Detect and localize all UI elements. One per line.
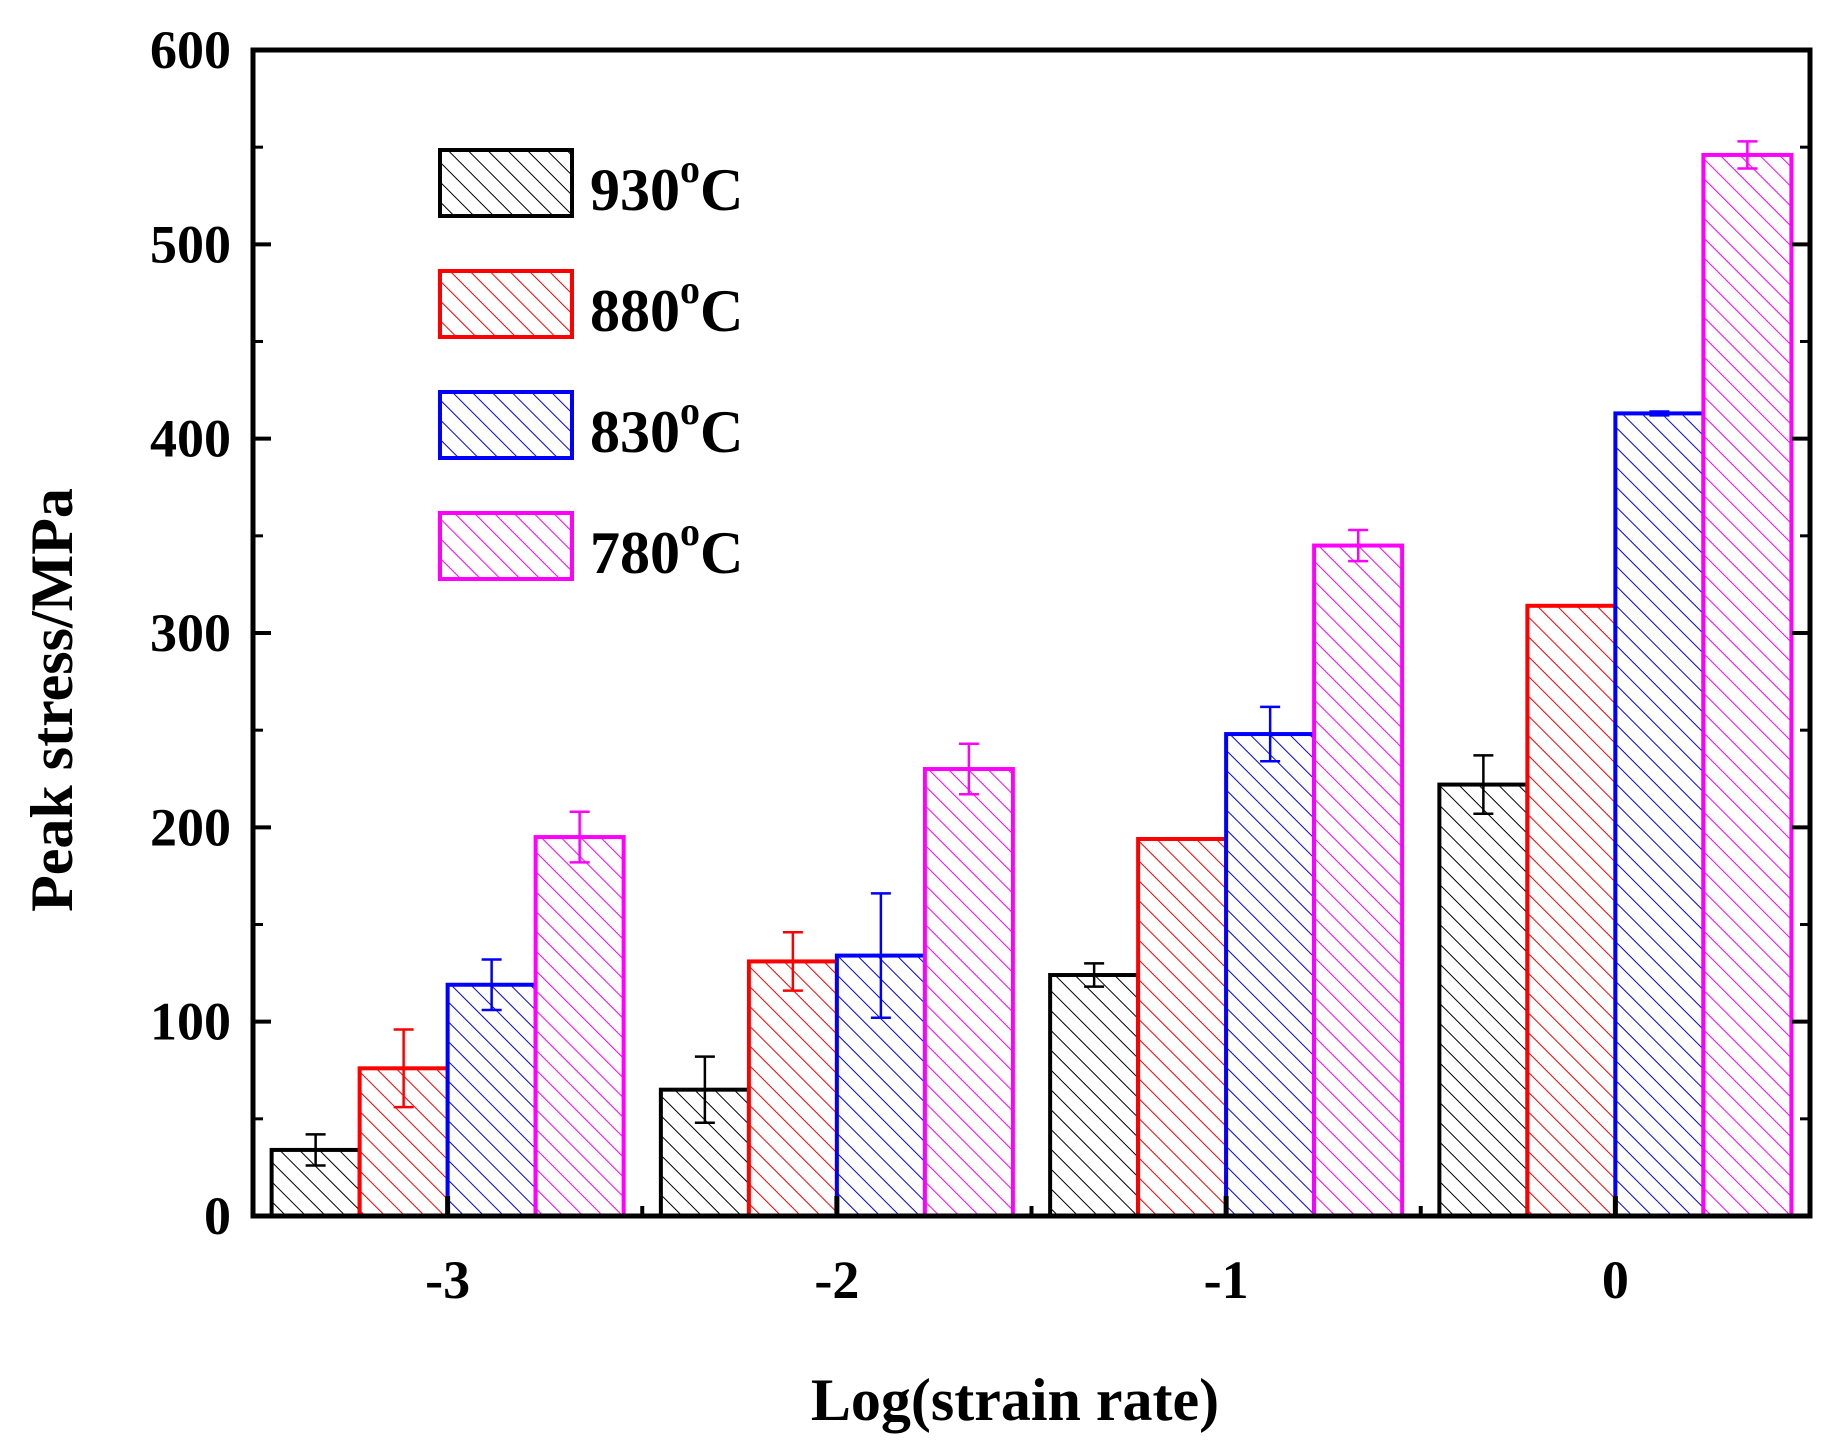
error-bar-780--3 — [569, 810, 590, 864]
bar-880--2 — [746, 959, 839, 1218]
legend-label: 780oC — [590, 509, 743, 586]
bar-830--3 — [445, 982, 538, 1219]
error-bar-930--3 — [305, 1133, 326, 1167]
legend-label: 930oC — [590, 146, 743, 223]
bar-780-0 — [1701, 152, 1794, 1219]
y-tick-label: 200 — [150, 797, 231, 857]
bar-830-0 — [1613, 411, 1706, 1218]
x-axis: -3 -2 -1 0 — [425, 1196, 1629, 1310]
legend-item-930: 930oC — [438, 146, 743, 223]
legend-swatch — [438, 390, 574, 460]
legend-label: 880oC — [590, 267, 743, 344]
legend-item-780: 780oC — [438, 509, 743, 586]
bar-880-0 — [1525, 603, 1618, 1218]
bar-780--3 — [533, 835, 626, 1218]
legend-item-830: 830oC — [438, 388, 743, 465]
bar-830--1 — [1224, 732, 1317, 1218]
x-tick-label: -2 — [814, 1250, 859, 1310]
y-tick-label: 300 — [150, 603, 231, 663]
legend-swatch — [438, 148, 574, 218]
x-tick-label: -1 — [1204, 1250, 1249, 1310]
error-bar-830--3 — [481, 958, 502, 1012]
legend: 930oC 880oC 830oC 780oC — [438, 146, 743, 586]
legend-item-880: 880oC — [438, 267, 743, 344]
error-bar-780-0 — [1737, 140, 1758, 170]
y-axis-title: Peak stress/MPa — [19, 488, 85, 912]
x-axis-title: Log(strain rate) — [811, 1367, 1219, 1433]
y-tick-label: 100 — [150, 992, 231, 1052]
y-tick-label: 400 — [150, 409, 231, 469]
y-tick-label: 500 — [150, 214, 231, 274]
x-tick-label: 0 — [1602, 1250, 1629, 1310]
legend-swatch — [438, 269, 574, 339]
error-bar-930--1 — [1084, 962, 1105, 988]
x-tick-label: -3 — [425, 1250, 470, 1310]
error-bar-780--2 — [958, 742, 979, 796]
error-bars-layer — [305, 140, 1758, 1167]
legend-label: 830oC — [590, 388, 743, 465]
bar-930-0 — [1437, 782, 1530, 1219]
error-bar-830--2 — [870, 892, 891, 1020]
y-tick-label: 600 — [150, 20, 231, 80]
bar-780--2 — [922, 767, 1015, 1218]
bar-780--1 — [1312, 543, 1405, 1218]
error-bar-780--1 — [1348, 528, 1369, 563]
bar-930--1 — [1048, 973, 1141, 1218]
error-bar-830-0 — [1649, 410, 1670, 417]
error-bar-880--2 — [782, 931, 803, 992]
error-bar-880--3 — [393, 1028, 414, 1109]
error-bar-930-0 — [1473, 754, 1494, 815]
y-tick-label: 0 — [204, 1186, 231, 1246]
bars-layer — [269, 152, 1794, 1219]
error-bar-830--1 — [1260, 705, 1281, 763]
error-bar-930--2 — [694, 1055, 715, 1124]
bar-880--1 — [1136, 836, 1229, 1218]
y-axis: 0 100 200 300 400 500 600 — [150, 20, 1810, 1246]
legend-swatch — [438, 511, 574, 581]
